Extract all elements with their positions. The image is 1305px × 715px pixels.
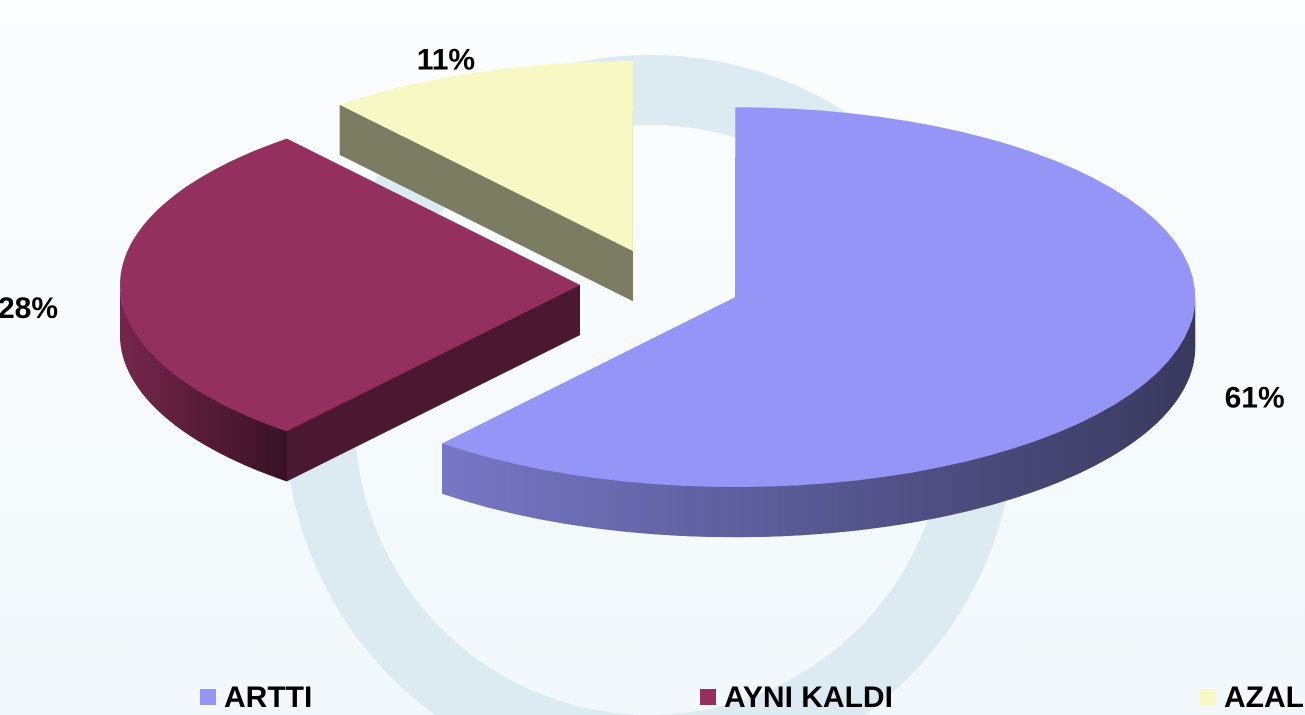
slice	[339, 61, 633, 252]
data-label: 28%	[0, 292, 58, 325]
slice	[120, 138, 580, 432]
legend-swatch	[1200, 689, 1216, 705]
legend-swatch	[700, 689, 716, 705]
legend-label: ARTTI	[224, 681, 312, 714]
slice	[442, 107, 1196, 488]
legend-label: AYNI KALDI	[724, 681, 893, 714]
slice-edge	[120, 285, 287, 482]
data-label: 61%	[1225, 381, 1285, 414]
slice-edge	[442, 297, 1196, 538]
slice-side	[339, 104, 633, 302]
slice-side	[286, 285, 580, 482]
legend-swatch	[200, 689, 216, 705]
data-label: 11%	[417, 44, 475, 77]
legend-label: AZALDI	[1224, 681, 1305, 714]
